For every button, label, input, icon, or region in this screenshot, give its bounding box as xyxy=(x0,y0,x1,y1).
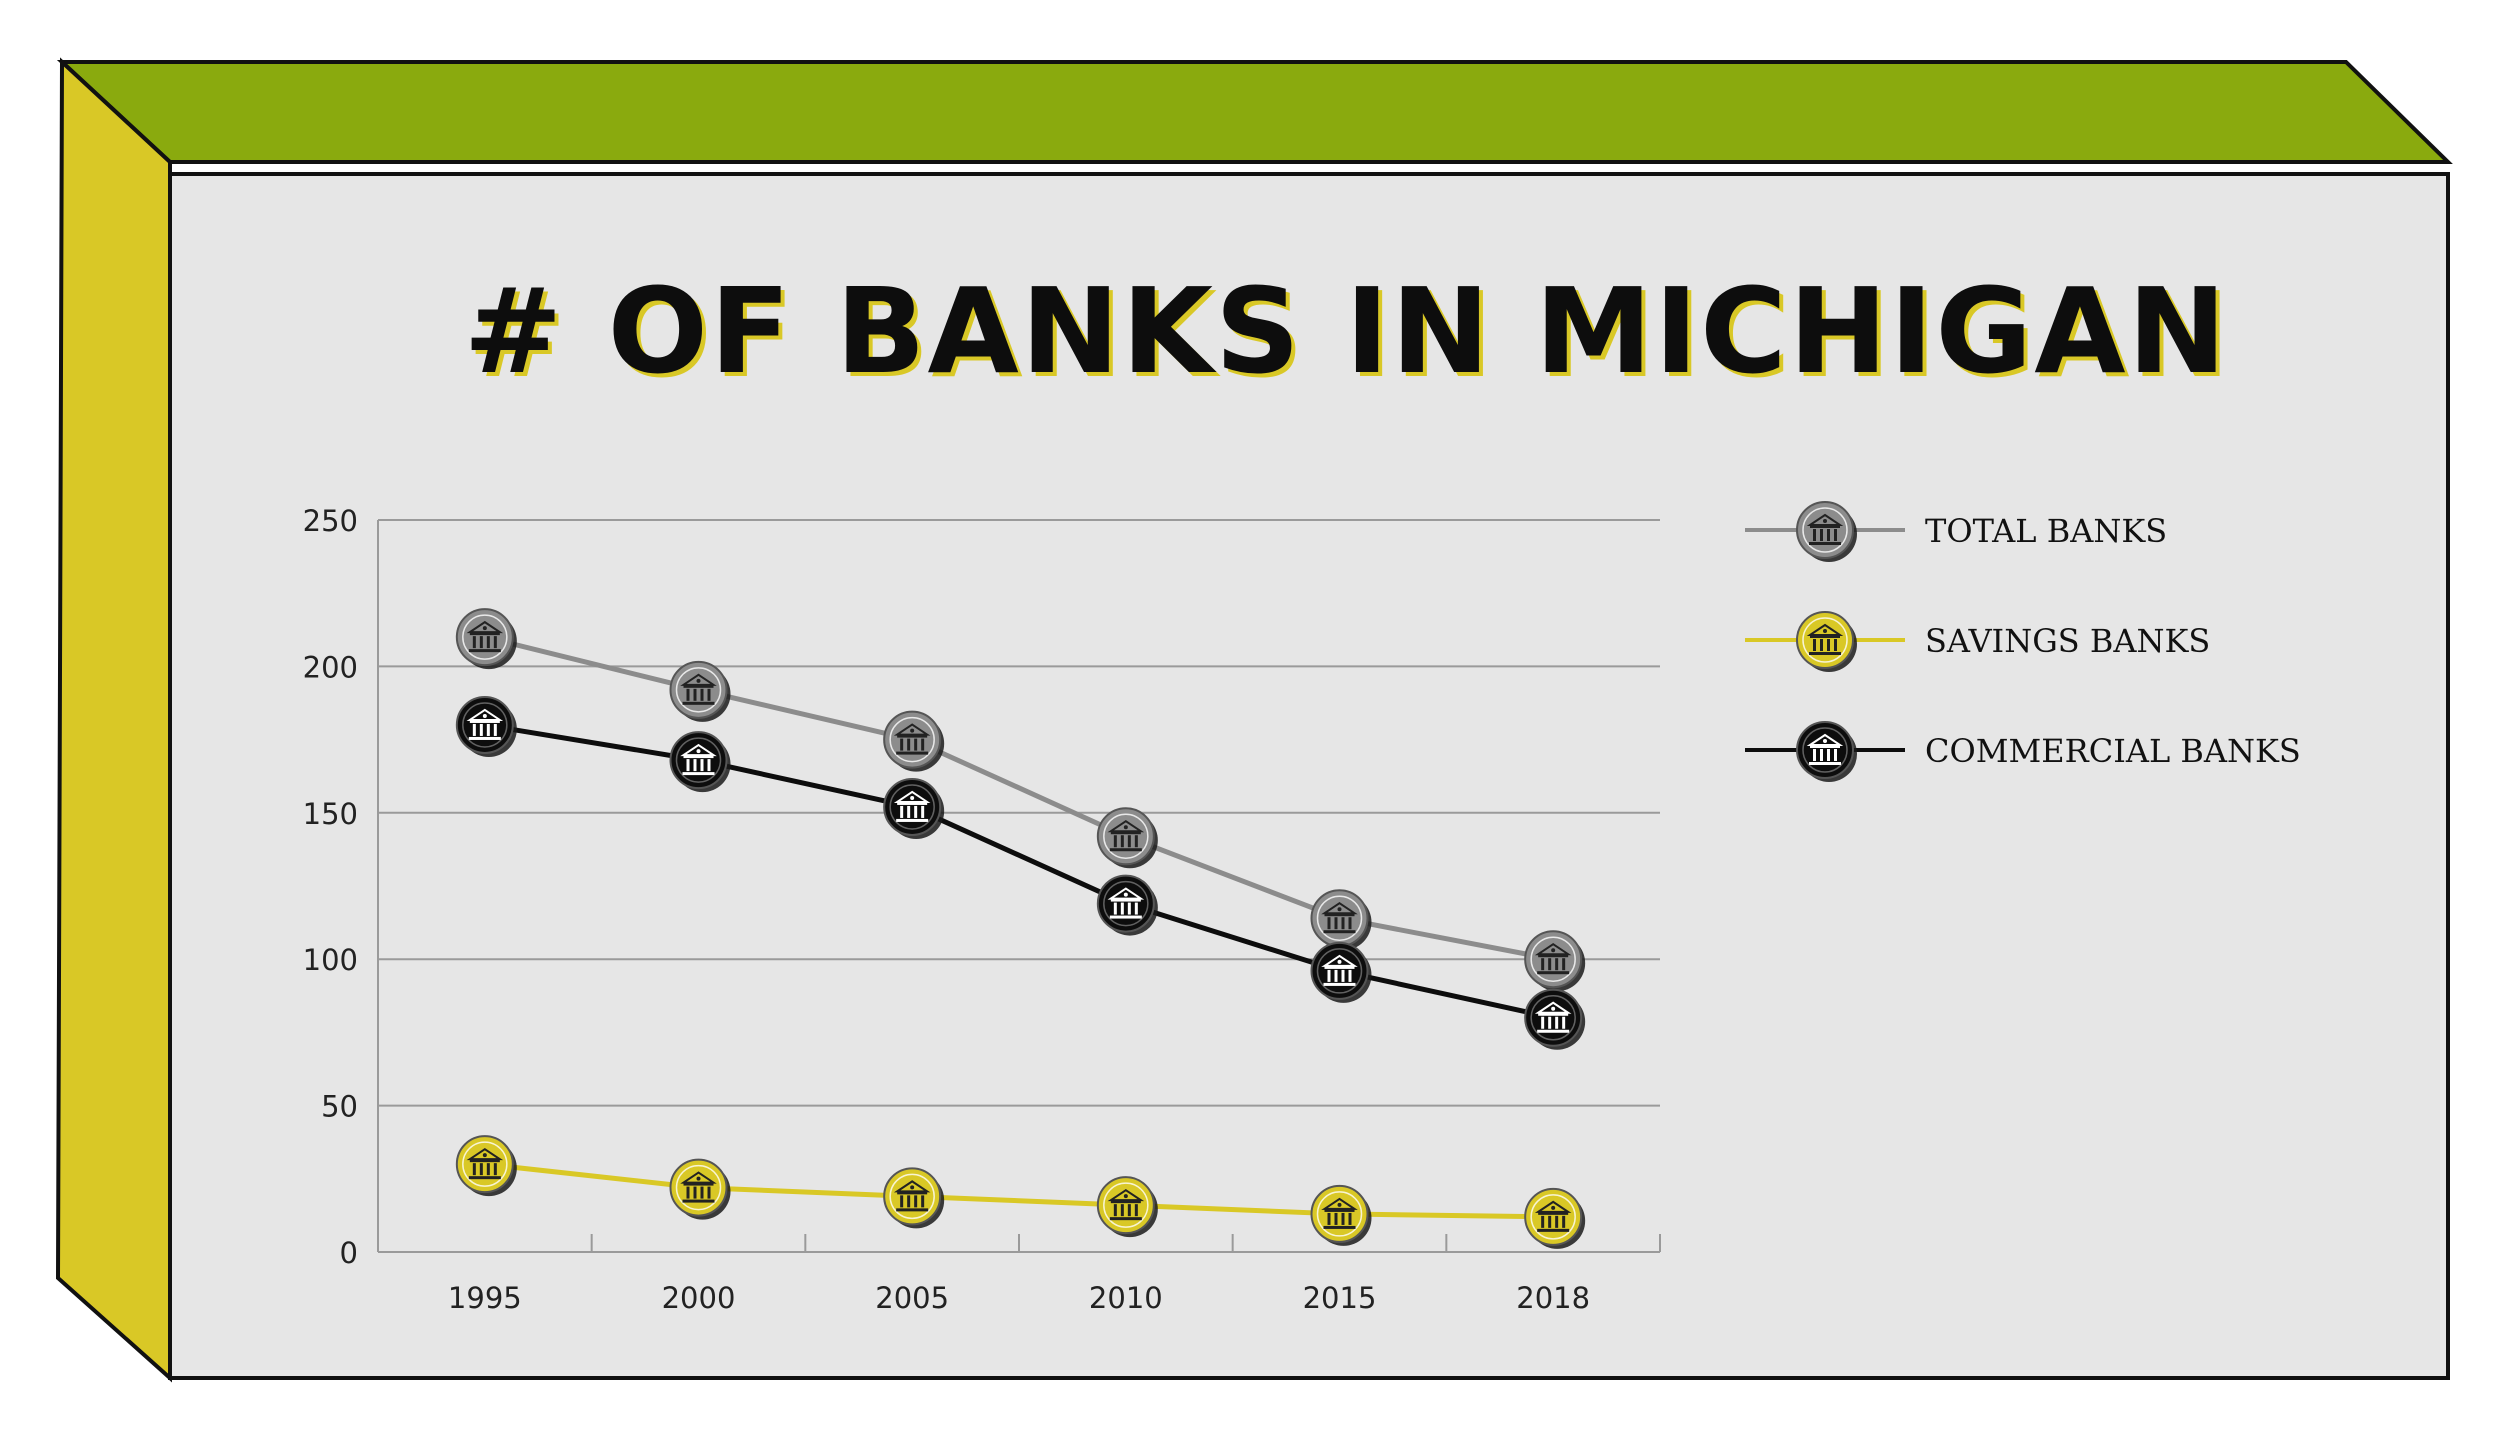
data-point-total xyxy=(455,608,517,670)
series-line-total xyxy=(484,634,1554,962)
data-point-savings xyxy=(1096,1176,1158,1238)
box-front-panel xyxy=(168,172,2450,1380)
data-point-savings xyxy=(1310,1184,1372,1246)
legend-item-savings: SAVINGS BANKS xyxy=(1745,611,2210,672)
box-top-face xyxy=(56,60,2453,164)
x-tick-label: 2015 xyxy=(1303,1281,1377,1315)
data-point-total xyxy=(1096,807,1158,869)
data-point-total xyxy=(883,710,945,772)
data-point-savings xyxy=(1524,1187,1586,1249)
data-point-savings xyxy=(883,1167,945,1229)
legend-item-total: TOTAL BANKS xyxy=(1745,501,2167,562)
x-tick-label: 2000 xyxy=(662,1281,736,1315)
data-point-total xyxy=(1310,889,1372,951)
data-point-savings xyxy=(669,1158,731,1220)
legend-item-commercial: COMMERCIAL BANKS xyxy=(1745,721,2301,782)
x-tick-label: 2018 xyxy=(1516,1281,1590,1315)
legend: TOTAL BANKS SAVINGS BANKS COMMERCIAL BANKS xyxy=(1745,501,2301,782)
x-tick-label: 1995 xyxy=(448,1281,522,1315)
data-point-commercial xyxy=(455,695,517,757)
chart-title: # OF BANKS IN MICHIGAN # OF BANKS IN MIC… xyxy=(464,262,2233,404)
data-point-commercial xyxy=(1310,941,1372,1003)
data-point-total xyxy=(1524,930,1586,992)
legend-marker-total xyxy=(1796,501,1857,562)
y-tick-label: 250 xyxy=(303,504,358,538)
data-point-commercial xyxy=(1096,874,1158,936)
y-tick-label: 150 xyxy=(303,797,358,831)
legend-label: SAVINGS BANKS xyxy=(1925,622,2210,660)
legend-marker-savings xyxy=(1796,611,1857,672)
y-tick-label: 0 xyxy=(340,1236,358,1270)
series-line-commercial xyxy=(484,722,1554,1021)
data-point-savings xyxy=(455,1135,517,1197)
data-point-commercial xyxy=(1524,988,1586,1050)
data-point-commercial xyxy=(669,731,731,793)
y-tick-label: 50 xyxy=(321,1090,358,1124)
chart-title-text: # OF BANKS IN MICHIGAN xyxy=(464,262,2229,400)
chart-title-shadow: # OF BANKS IN MICHIGAN xyxy=(468,266,2233,404)
data-point-commercial xyxy=(883,777,945,839)
x-tick-label: 2010 xyxy=(1089,1281,1163,1315)
legend-label: COMMERCIAL BANKS xyxy=(1925,732,2301,770)
legend-label: TOTAL BANKS xyxy=(1925,512,2167,550)
y-tick-label: 100 xyxy=(303,943,358,977)
plot-area: 0 50 100 150 200 250 1995 2000 2005 2010 2015 2018 xyxy=(303,504,1661,1315)
box-side-face xyxy=(55,57,172,1383)
x-tick-label: 2005 xyxy=(875,1281,949,1315)
legend-marker-commercial xyxy=(1796,721,1857,782)
series-line-savings xyxy=(484,1161,1554,1220)
data-point-total xyxy=(669,660,731,722)
y-tick-label: 200 xyxy=(303,650,358,684)
